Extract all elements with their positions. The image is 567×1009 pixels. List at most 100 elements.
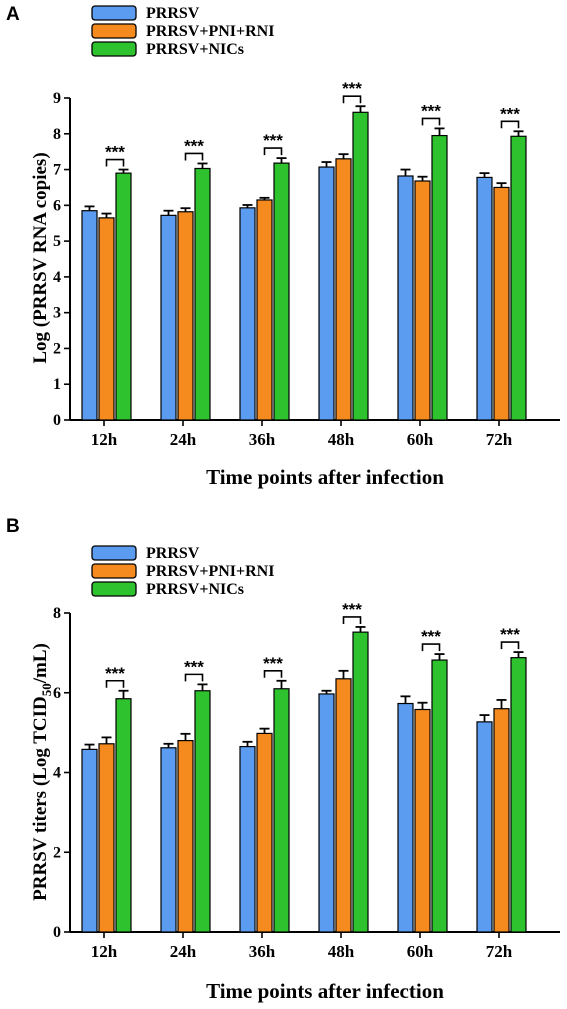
- x-tick-label: 24h: [170, 430, 197, 449]
- bar: [256, 732, 273, 933]
- y-tick-label: 1: [53, 376, 61, 393]
- bar: [160, 747, 177, 933]
- significance-label: ***: [184, 657, 204, 676]
- y-axis-title-a: Log (PRRSV RNA copies): [30, 152, 51, 363]
- y-tick-label: 3: [53, 305, 61, 322]
- y-tick-label: 6: [53, 197, 61, 214]
- x-tick-label: 48h: [328, 942, 355, 961]
- legend-swatch: [91, 563, 137, 579]
- x-tick-label: 36h: [249, 430, 276, 449]
- bar: [397, 702, 414, 933]
- bar: [397, 175, 414, 421]
- significance-bracket: [184, 152, 204, 161]
- significance-label: ***: [421, 627, 441, 646]
- significance-bracket: [500, 641, 520, 650]
- y-tick-label: 8: [53, 605, 61, 622]
- panel-letter-a: A: [6, 4, 20, 25]
- bar: [115, 698, 132, 933]
- y-tick-label: 6: [53, 685, 61, 702]
- y-tick-label: 8: [53, 126, 61, 143]
- y-tick-label: 4: [53, 765, 61, 782]
- legend-label: PRRSV+NICs: [146, 41, 244, 58]
- significance-label: ***: [500, 625, 520, 644]
- significance-bracket: [105, 679, 125, 688]
- bar: [476, 176, 493, 421]
- x-tick-label: 12h: [91, 430, 118, 449]
- bar: [273, 688, 290, 933]
- y-axis-title-b-end: /mL): [30, 643, 51, 684]
- bar: [98, 217, 115, 421]
- plot-b: 0 2 4 6 8 12h *** 24h *** 36h *** 48h *** 60h *** 72h **…: [53, 600, 560, 961]
- bar: [318, 166, 335, 421]
- bar: [81, 210, 98, 421]
- y-tick-label: 2: [53, 340, 61, 357]
- significance-bracket: [342, 616, 362, 624]
- significance-label: ***: [342, 79, 362, 98]
- legend-label: PRRSV+PNI+RNI: [146, 23, 274, 40]
- bar: [194, 167, 211, 421]
- bar: [177, 739, 194, 933]
- significance-bracket: [500, 120, 520, 129]
- legend-swatch: [91, 581, 137, 597]
- x-axis-title-b: Time points after infection: [206, 979, 444, 1003]
- bar: [335, 678, 352, 933]
- significance-label: ***: [263, 654, 283, 673]
- bar: [352, 111, 369, 421]
- significance-bracket: [184, 673, 204, 682]
- bar: [273, 162, 290, 421]
- significance-bracket: [421, 117, 441, 126]
- bar: [493, 186, 510, 421]
- y-tick-label: 9: [53, 90, 61, 107]
- bar: [81, 748, 98, 933]
- x-tick-label: 24h: [170, 942, 197, 961]
- significance-label: ***: [342, 600, 362, 619]
- x-tick-label: 36h: [249, 942, 276, 961]
- panel-letter-b: B: [6, 516, 20, 537]
- x-axis-title-a: Time points after infection: [206, 465, 444, 489]
- x-tick-label: 72h: [486, 942, 513, 961]
- bar: [160, 214, 177, 421]
- y-tick-label: 4: [53, 269, 61, 286]
- plot-a: 0 1 2 3 4 5 6 7 8 9 12h *** 24h *** 36h *** 48h *** 60h ***…: [53, 79, 560, 449]
- x-tick-label: 12h: [91, 942, 118, 961]
- y-tick-label: 7: [53, 162, 61, 179]
- bar: [510, 135, 527, 421]
- significance-label: ***: [500, 104, 520, 123]
- legend-swatch: [91, 41, 137, 57]
- bar: [239, 207, 256, 421]
- significance-bracket: [105, 158, 125, 167]
- legend-swatch: [91, 545, 137, 561]
- legend-label: PRRSV+NICs: [146, 581, 244, 598]
- bar: [431, 659, 448, 933]
- bar: [98, 743, 115, 933]
- bar: [194, 690, 211, 933]
- bar: [352, 631, 369, 933]
- bar: [414, 708, 431, 933]
- y-axis-title-b: PRRSV titers (Log TCID50/mL): [30, 643, 54, 901]
- bar: [510, 657, 527, 933]
- y-axis-title-b-main: PRRSV titers (Log TCID: [30, 696, 51, 901]
- bar: [177, 211, 194, 421]
- bar: [493, 708, 510, 933]
- legend-swatch: [91, 5, 137, 21]
- significance-bracket: [263, 669, 283, 678]
- significance-bracket: [421, 643, 441, 652]
- y-tick-label: 0: [53, 924, 61, 941]
- significance-label: ***: [105, 664, 125, 683]
- y-tick-label: 2: [53, 844, 61, 861]
- bar: [239, 745, 256, 933]
- significance-label: ***: [421, 101, 441, 120]
- legend-label: PRRSV+PNI+RNI: [146, 563, 274, 580]
- significance-label: ***: [263, 131, 283, 150]
- y-tick-label: 5: [53, 233, 61, 250]
- bar: [115, 172, 132, 421]
- bar: [431, 134, 448, 421]
- significance-bracket: [342, 95, 362, 104]
- bar: [476, 721, 493, 933]
- legend-swatch: [91, 23, 137, 39]
